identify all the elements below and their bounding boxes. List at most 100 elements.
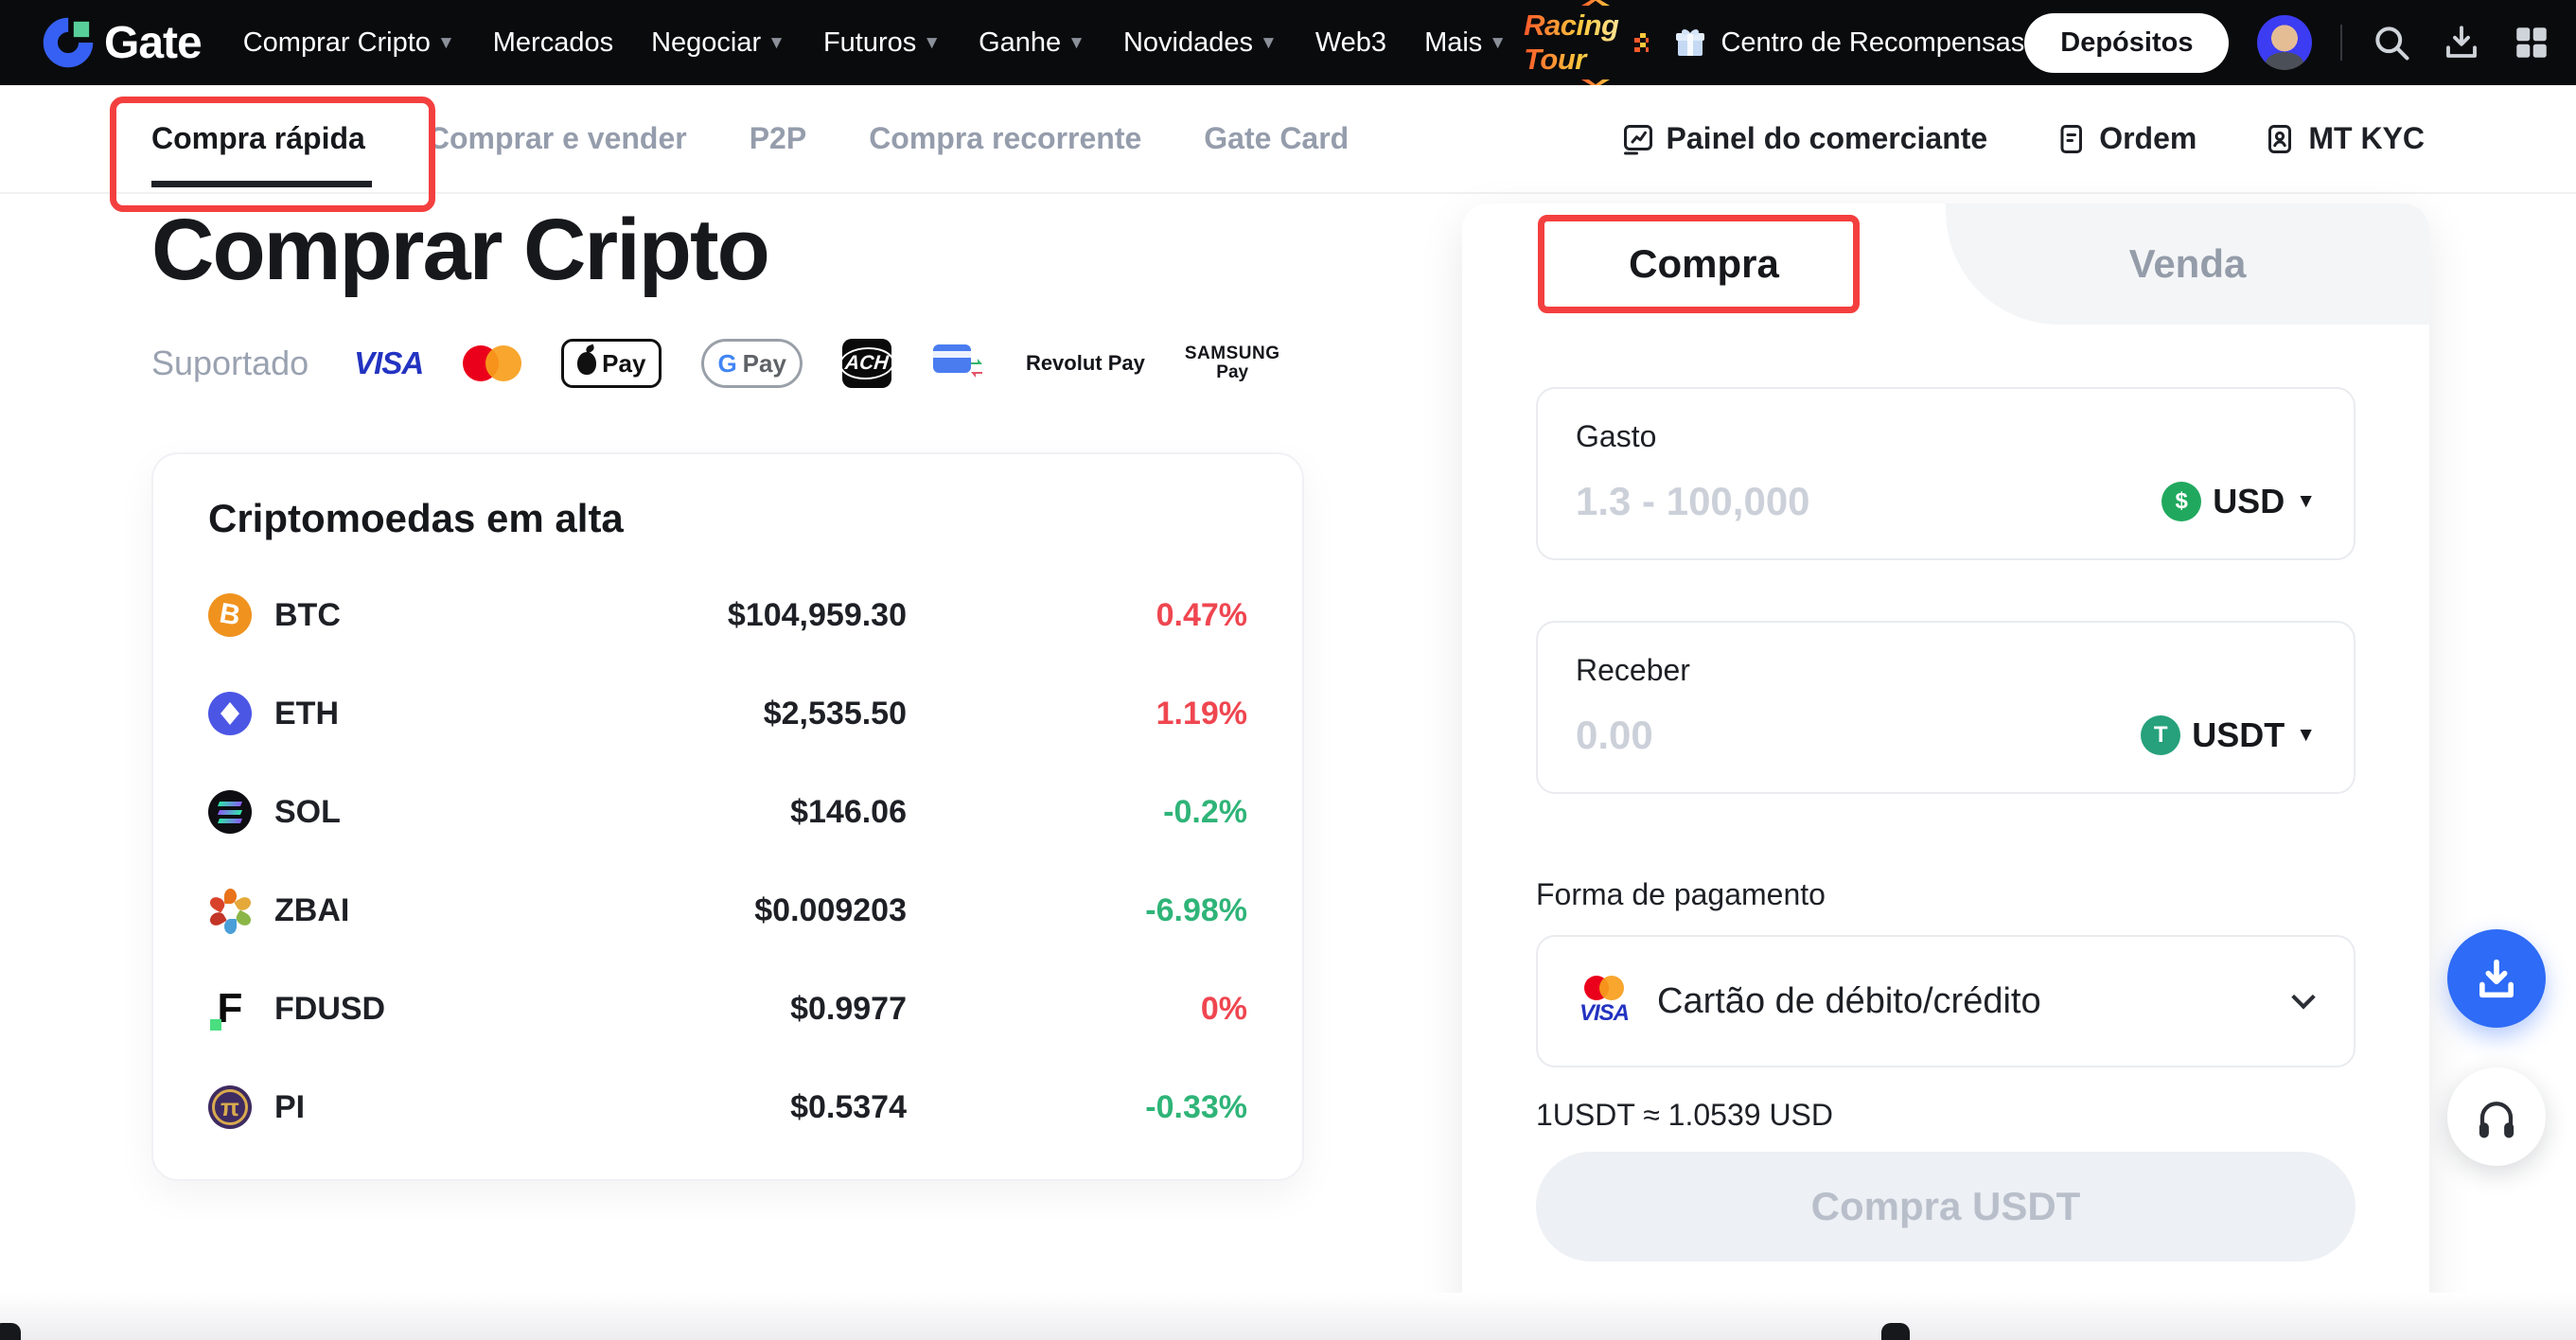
below-fold-content [0,1323,21,1340]
spend-box: Gasto $ USD ▼ [1536,387,2355,560]
download-app-icon[interactable] [2441,22,2482,63]
caret-down-icon: ▼ [1260,33,1278,53]
tab-compra[interactable]: Compra [1462,203,1946,325]
merchant-panel-label: Painel do comerciante [1666,121,1988,155]
panel-tabs: Compra Venda [1462,203,2429,325]
merchant-panel-icon [1623,124,1652,154]
floating-download-button[interactable] [2447,929,2546,1028]
sol-icon [208,790,252,834]
apple-pay-badge: Pay [561,339,662,388]
mastercard-badge [463,345,522,381]
nav-mais[interactable]: Mais ▼ [1424,26,1508,58]
card-brands-icon: VISA [1579,976,1630,1027]
gift-icon [1676,29,1705,56]
deposits-button[interactable]: Depósitos [2024,12,2230,73]
nav-comprar-cripto[interactable]: Comprar Cripto ▼ [242,26,455,58]
main-menu: Comprar Cripto ▼ Mercados Negociar ▼ Futur… [243,27,1507,59]
search-icon[interactable] [2371,22,2412,63]
coin-change: 0.47% [1156,596,1247,633]
nav-mercados[interactable]: Mercados [492,26,614,58]
nav-futuros[interactable]: Futuros ▼ [822,26,942,58]
coin-symbol: ZBAI [274,891,350,928]
receive-label: Receber [1576,653,1690,687]
coin-change: 1.19% [1156,695,1247,732]
payment-method-select[interactable]: VISA Cartão de débito/crédito [1536,935,2355,1067]
headset-icon [2479,1102,2514,1138]
revolut-pay-badge: Revolut Pay [1025,351,1145,375]
caret-down-icon: ▼ [2296,724,2316,746]
caret-down-icon: ▼ [768,33,785,53]
page-title: Comprar Cripto [151,202,770,298]
spend-label: Gasto [1576,419,1657,453]
coin-change: -6.98% [1145,891,1247,928]
mt-kyc-label: MT KYC [2308,121,2425,155]
exchange-rate: 1USDT ≈ 1.0539 USD [1536,1098,1833,1132]
rewards-center-link[interactable]: Centro de Recompensas [1671,24,2024,62]
nav-negociar[interactable]: Negociar ▼ [651,26,785,58]
crypto-row-zbai[interactable]: ZBAI $0.009203 -6.98% [207,861,1247,960]
samsung-pay-badge: SAMSUNG Pay [1184,344,1280,382]
mt-kyc-link[interactable]: MT KYC [2263,121,2425,156]
spend-currency-code: USD [2213,482,2285,520]
tab-gate-card[interactable]: Gate Card [1204,121,1350,155]
nav-web3[interactable]: Web3 [1314,26,1387,58]
caret-down-icon: ▼ [1489,33,1508,53]
coin-price: $146.06 [790,793,907,830]
racing-tour-label: Racing Tour [1524,9,1627,77]
tab-compra-rapida[interactable]: Compra rápida [151,121,372,187]
tab-venda[interactable]: Venda [1946,203,2429,325]
buy-usdt-button[interactable]: Compra USDT [1536,1152,2355,1261]
apple-icon [577,352,597,375]
receive-amount-input[interactable] [1576,713,2142,758]
nav-ganhe[interactable]: Ganhe ▼ [979,26,1085,58]
trending-title: Criptomoedas em alta [208,496,624,540]
coin-symbol: FDUSD [274,990,386,1027]
caret-down-icon: ▼ [923,33,942,53]
crypto-row-eth[interactable]: ETH $2,535.50 1.19% [208,664,1247,763]
tab-compra-recorrente[interactable]: Compra recorrente [869,121,1142,155]
zbai-icon [207,889,254,934]
receive-currency-select[interactable]: T USDT ▼ [2141,715,2316,755]
ach-badge: ACH [838,339,896,388]
kyc-id-icon [2268,124,2292,153]
eth-icon [208,692,252,735]
order-link[interactable]: Ordem [2054,121,2197,156]
user-avatar[interactable] [2257,15,2313,70]
apps-grid-icon[interactable] [2511,22,2552,63]
sub-navbar: Compra rápida Comprar e vender P2P Compr… [0,85,2576,194]
buy-sell-panel: Compra Venda Gasto $ USD ▼ Receber [1462,203,2429,1335]
merchant-panel-link[interactable]: Painel do comerciante [1621,121,1988,156]
nav-novidades[interactable]: Novidades ▼ [1122,26,1278,58]
floating-support-button[interactable] [2447,1067,2546,1166]
pi-icon: π [208,1085,252,1129]
panel-body: Gasto $ USD ▼ Receber T USDT [1462,325,2429,1335]
navbar-right: Depósitos [2024,12,2552,73]
next-section-edge [0,1293,2576,1340]
tab-p2p[interactable]: P2P [749,121,807,155]
coin-change: -0.33% [1145,1088,1247,1125]
crypto-row-fdusd[interactable]: F FDUSD $0.9977 0% [208,960,1247,1058]
crypto-row-btc[interactable]: B BTC $104,959.30 0.47% [208,566,1247,664]
coin-symbol: SOL [274,793,341,830]
coin-price: $0.9977 [790,990,907,1027]
rewards-center-label: Centro de Recompensas [1720,26,2025,58]
crypto-row-pi[interactable]: π PI $0.5374 -0.33% [208,1058,1247,1156]
coin-symbol: ETH [274,695,339,732]
gate-logo[interactable]: Gate [42,16,203,69]
crypto-row-sol[interactable]: SOL $146.06 -0.2% [208,763,1247,861]
coin-symbol: PI [274,1088,306,1125]
trending-cryptos-card: Criptomoedas em alta B BTC $104,959.30 0.… [151,452,1304,1181]
checkered-flag-icon [1634,33,1650,52]
download-icon [2479,959,2514,998]
spend-amount-input[interactable] [1576,479,2162,524]
tab-comprar-e-vender[interactable]: Comprar e vender [427,121,687,155]
receive-box: Receber T USDT ▼ [1536,621,2355,794]
racing-tour-banner[interactable]: Racing Tour [1524,9,1650,77]
brand-name: Gate [104,17,203,68]
coin-price: $0.009203 [754,891,907,928]
order-icon [2060,124,2083,153]
buy-tabs: Compra rápida Comprar e vender P2P Compr… [151,121,1350,187]
spend-currency-select[interactable]: $ USD ▼ [2161,482,2316,521]
google-pay-badge: G Pay [701,339,803,388]
